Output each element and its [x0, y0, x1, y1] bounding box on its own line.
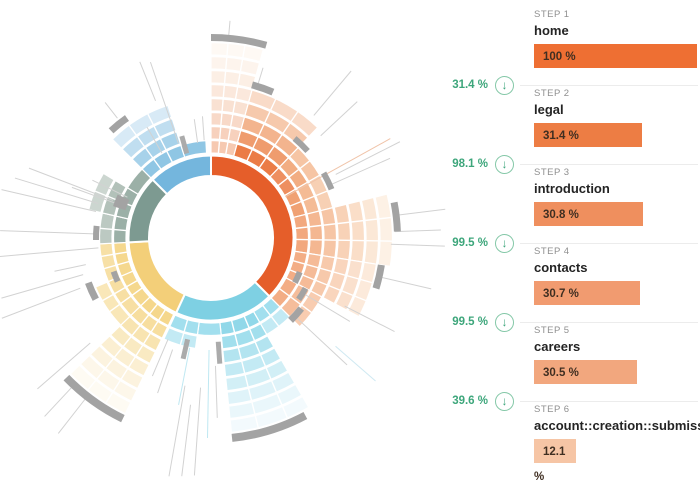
separator-line [520, 321, 698, 323]
separator-line [520, 163, 698, 165]
step-name: introduction [534, 181, 610, 196]
step-card-2[interactable]: STEP 2 legal 31.4 % [534, 88, 697, 147]
separator-line [520, 84, 698, 86]
step-name: account::creation::submission [534, 418, 700, 433]
separator-line [520, 242, 698, 244]
step-bar[interactable]: 12.1 % [534, 439, 576, 480]
step-name: home [534, 23, 569, 38]
separator-line [520, 400, 698, 402]
conversion-value: 99.5 % [452, 316, 488, 328]
step-name: legal [534, 102, 564, 117]
conversion-value: 31.4 % [452, 79, 488, 91]
down-arrow-icon: ↓ [495, 154, 514, 174]
step-label: STEP 4 [534, 246, 570, 257]
step-label: STEP 2 [534, 88, 570, 99]
step-bar[interactable]: 30.8 % [534, 202, 644, 226]
step-bar[interactable]: 100 % [534, 44, 697, 68]
step-name: careers [534, 339, 581, 354]
conversion-row-4: 99.5 % ↓ [430, 312, 698, 332]
conversion-value: 39.6 % [452, 395, 488, 407]
step-bar[interactable]: 30.7 % [534, 281, 640, 305]
step-label: STEP 3 [534, 167, 570, 178]
step-bar[interactable]: 31.4 % [534, 123, 643, 147]
step-card-3[interactable]: STEP 3 introduction 30.8 % [534, 167, 697, 226]
down-arrow-icon: ↓ [495, 391, 514, 411]
step-value: 31.4 % [543, 130, 579, 142]
step-bar[interactable]: 30.5 % [534, 360, 637, 384]
step-value: 100 % [543, 51, 576, 63]
step-value: 30.5 % [543, 367, 579, 379]
step-card-6[interactable]: STEP 6 account::creation::submission 12.… [534, 404, 700, 480]
down-arrow-icon: ↓ [495, 233, 514, 253]
conversion-row-2: 98.1 % ↓ [430, 154, 698, 174]
conversion-row-1: 31.4 % ↓ [430, 75, 698, 95]
sunburst-chart[interactable] [0, 0, 460, 480]
step-label: STEP 1 [534, 9, 570, 20]
step-value: 30.7 % [543, 288, 579, 300]
down-arrow-icon: ↓ [495, 75, 514, 95]
conversion-row-3: 99.5 % ↓ [430, 233, 698, 253]
step-card-4[interactable]: STEP 4 contacts 30.7 % [534, 246, 697, 305]
step-value: 12.1 % [534, 446, 566, 480]
conversion-value: 98.1 % [452, 158, 488, 170]
step-label: STEP 5 [534, 325, 570, 336]
step-name: contacts [534, 260, 588, 275]
step-value: 30.8 % [543, 209, 579, 221]
conversion-row-5: 39.6 % ↓ [430, 391, 698, 411]
conversion-value: 99.5 % [452, 237, 488, 249]
down-arrow-icon: ↓ [495, 312, 514, 332]
step-card-5[interactable]: STEP 5 careers 30.5 % [534, 325, 697, 384]
step-label: STEP 6 [534, 404, 570, 415]
step-card-1[interactable]: STEP 1 home 100 % [534, 9, 697, 68]
